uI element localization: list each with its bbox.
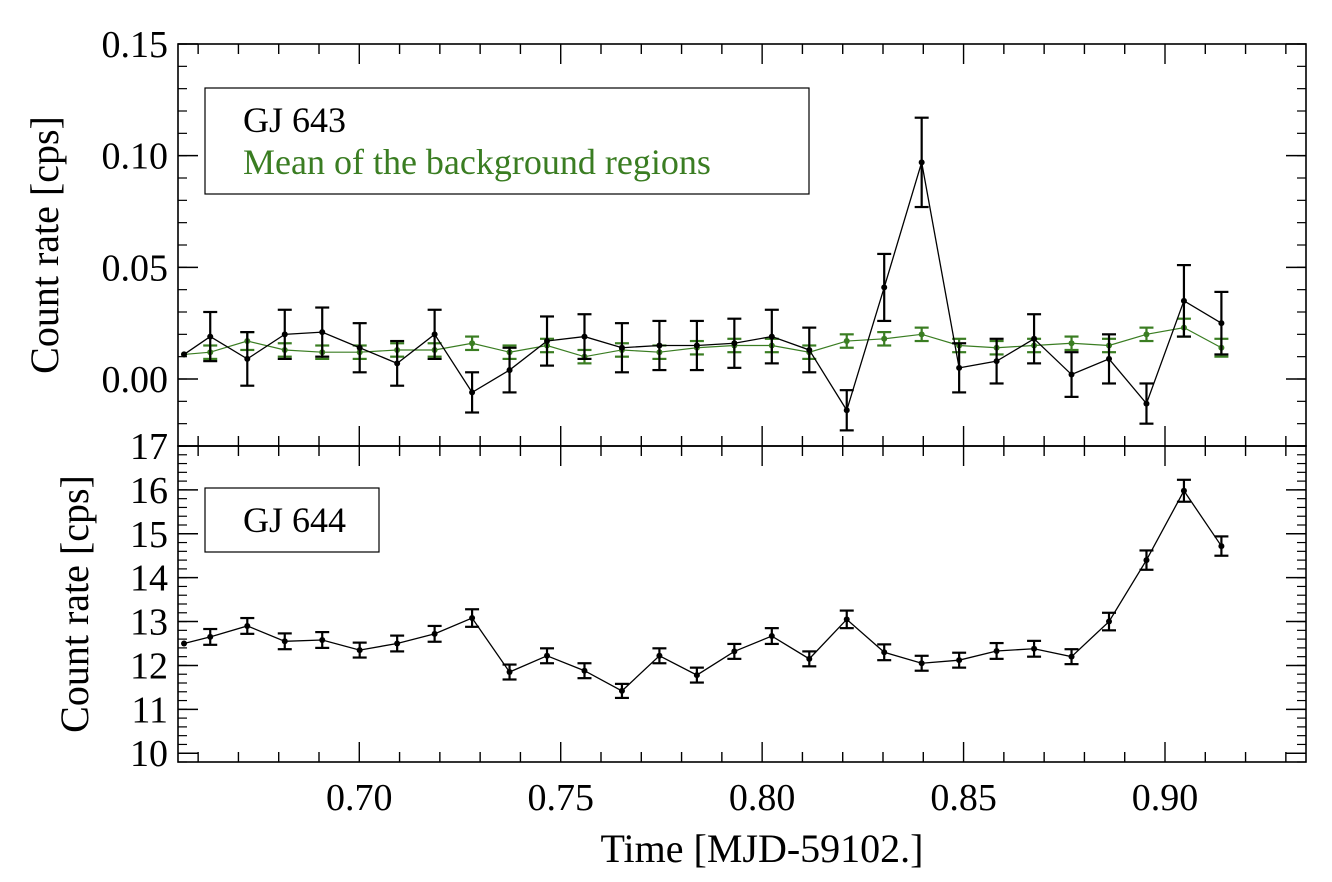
y-tick-label: 0.10 xyxy=(102,136,169,178)
legend-box xyxy=(204,487,380,553)
x-tick-label: 0.70 xyxy=(326,777,393,819)
data-point xyxy=(768,333,775,340)
data-point xyxy=(244,355,251,362)
x-tick-label: 0.80 xyxy=(729,777,796,819)
x-axis-title: Time [MJD-59102.] xyxy=(601,826,924,871)
data-point xyxy=(1068,371,1075,378)
data-point xyxy=(918,159,925,166)
data-point xyxy=(618,687,625,694)
series-0 xyxy=(181,478,1229,700)
y-tick-label: 0.00 xyxy=(102,359,169,401)
data-point xyxy=(731,340,738,347)
data-point xyxy=(656,342,663,349)
data-point xyxy=(1180,487,1187,494)
data-point xyxy=(1106,618,1113,625)
data-point xyxy=(394,640,401,647)
data-point xyxy=(506,669,513,676)
data-point xyxy=(544,338,551,345)
data-point xyxy=(1143,557,1150,564)
data-point xyxy=(918,660,925,667)
y-tick-label: 13 xyxy=(130,602,168,644)
data-point xyxy=(469,389,476,396)
y-axis-title: Count rate [cps] xyxy=(52,475,97,733)
data-point xyxy=(693,672,700,679)
data-point xyxy=(469,615,476,622)
data-point xyxy=(581,667,588,674)
data-point xyxy=(544,652,551,659)
data-point xyxy=(207,633,214,640)
data-point xyxy=(881,335,888,342)
data-point xyxy=(319,329,326,336)
data-point xyxy=(1218,543,1225,550)
y-tick-label: 12 xyxy=(130,645,168,687)
data-point xyxy=(181,351,188,358)
data-point xyxy=(319,636,326,643)
data-point xyxy=(356,647,363,654)
data-point xyxy=(956,657,963,664)
series-0 xyxy=(181,116,1229,432)
data-point xyxy=(1031,335,1038,342)
data-point xyxy=(506,367,513,374)
legend-box xyxy=(204,87,810,195)
data-point xyxy=(881,284,888,291)
y-tick-label: 15 xyxy=(130,514,168,556)
x-tick-label: 0.75 xyxy=(527,777,594,819)
data-point xyxy=(806,346,813,353)
data-point xyxy=(1031,645,1038,652)
data-point xyxy=(244,622,251,629)
data-point xyxy=(843,407,850,414)
data-point xyxy=(431,331,438,338)
y-tick-label: 10 xyxy=(130,733,168,775)
data-point xyxy=(1180,297,1187,304)
data-point xyxy=(1143,400,1150,407)
data-point xyxy=(843,616,850,623)
data-point xyxy=(469,340,476,347)
y-tick-label: 17 xyxy=(130,426,168,468)
data-point xyxy=(581,333,588,340)
data-point xyxy=(1068,340,1075,347)
data-point xyxy=(693,342,700,349)
data-point xyxy=(431,630,438,637)
data-point xyxy=(181,640,188,647)
data-point xyxy=(731,648,738,655)
data-point xyxy=(1068,653,1075,660)
data-point xyxy=(618,344,625,351)
data-point xyxy=(281,331,288,338)
data-point xyxy=(993,358,1000,365)
legend-label: GJ 643 xyxy=(243,100,346,140)
y-axis-title: Count rate [cps] xyxy=(22,116,67,374)
data-point xyxy=(356,344,363,351)
data-point xyxy=(956,364,963,371)
y-tick-label: 14 xyxy=(130,558,168,600)
data-point xyxy=(806,655,813,662)
data-layer xyxy=(181,116,1229,432)
series-line xyxy=(183,162,1222,412)
data-point xyxy=(207,333,214,340)
data-point xyxy=(993,647,1000,654)
data-point xyxy=(881,649,888,656)
data-point xyxy=(768,633,775,640)
data-point xyxy=(1218,320,1225,327)
x-tick-label: 0.85 xyxy=(930,777,997,819)
legend-label: GJ 644 xyxy=(243,500,346,540)
x-tick-label: 0.90 xyxy=(1132,777,1199,819)
data-point xyxy=(1106,355,1113,362)
data-point xyxy=(918,331,925,338)
top-panel: 0.00 0.05 0.10 0.15 Count rate [cps] GJ 643Me… xyxy=(22,24,1307,447)
y-tick-label: 0.15 xyxy=(102,24,169,66)
data-point xyxy=(843,338,850,345)
data-point xyxy=(394,360,401,367)
y-tick-label: 11 xyxy=(131,689,168,731)
legend-label: Mean of the background regions xyxy=(243,142,711,182)
data-point xyxy=(1143,331,1150,338)
data-point xyxy=(281,638,288,645)
data-point xyxy=(656,652,663,659)
data-layer xyxy=(181,478,1229,700)
y-tick-label: 0.05 xyxy=(102,247,169,289)
y-tick-label: 16 xyxy=(130,470,168,512)
